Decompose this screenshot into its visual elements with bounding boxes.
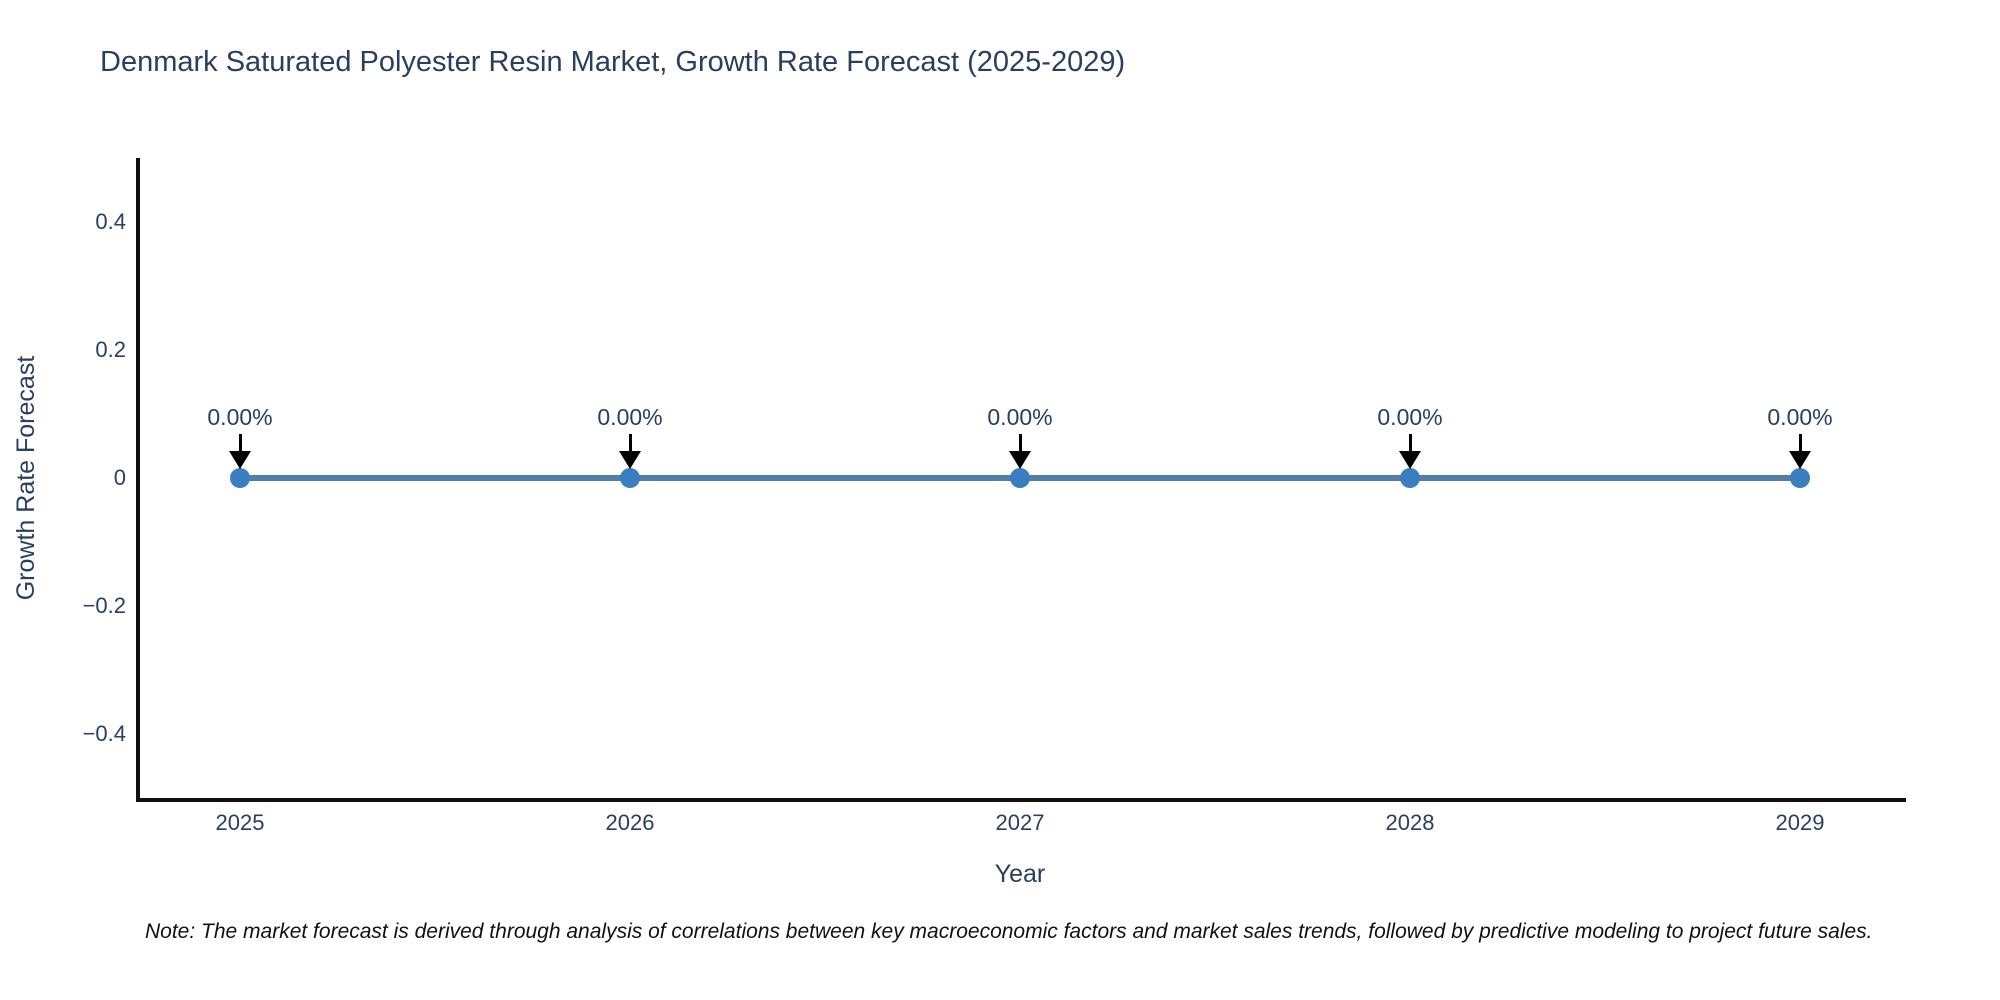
y-tick-label: 0 <box>113 465 126 490</box>
point-annotation: 0.00% <box>207 404 273 430</box>
x-axis-line <box>136 798 1906 802</box>
x-tick-label: 2028 <box>1385 810 1435 835</box>
chart-title: Denmark Saturated Polyester Resin Market… <box>100 46 1126 78</box>
point-annotation: 0.00% <box>1767 404 1833 430</box>
data-point-marker <box>620 468 640 488</box>
annotation-arrow-stem <box>628 434 632 453</box>
y-axis-line <box>136 158 140 802</box>
x-tick-label: 2027 <box>995 810 1045 835</box>
y-tick-label: −0.2 <box>82 593 126 618</box>
point-annotation: 0.00% <box>597 404 663 430</box>
x-tick-label: 2029 <box>1775 810 1825 835</box>
annotation-arrow-stem <box>238 434 242 453</box>
down-arrow-icon <box>1789 451 1811 469</box>
y-tick-label: 0.4 <box>95 209 126 234</box>
data-point-marker <box>1790 468 1810 488</box>
down-arrow-icon <box>1009 451 1031 469</box>
data-point-marker <box>1010 468 1030 488</box>
y-tick-label: 0.2 <box>95 337 126 362</box>
data-point-marker <box>1400 468 1420 488</box>
point-annotation: 0.00% <box>987 404 1053 430</box>
x-tick-label: 2025 <box>215 810 265 835</box>
annotation-arrow-stem <box>1018 434 1022 453</box>
y-tick-label: −0.4 <box>82 721 126 746</box>
x-tick-label: 2026 <box>605 810 655 835</box>
chart-footnote: Note: The market forecast is derived thr… <box>145 920 1873 943</box>
down-arrow-icon <box>229 451 251 469</box>
down-arrow-icon <box>619 451 641 469</box>
down-arrow-icon <box>1399 451 1421 469</box>
x-axis-title: Year <box>994 860 1046 888</box>
point-annotation: 0.00% <box>1377 404 1443 430</box>
annotation-arrow-stem <box>1798 434 1802 453</box>
annotation-arrow-stem <box>1408 434 1412 453</box>
data-point-marker <box>230 468 250 488</box>
